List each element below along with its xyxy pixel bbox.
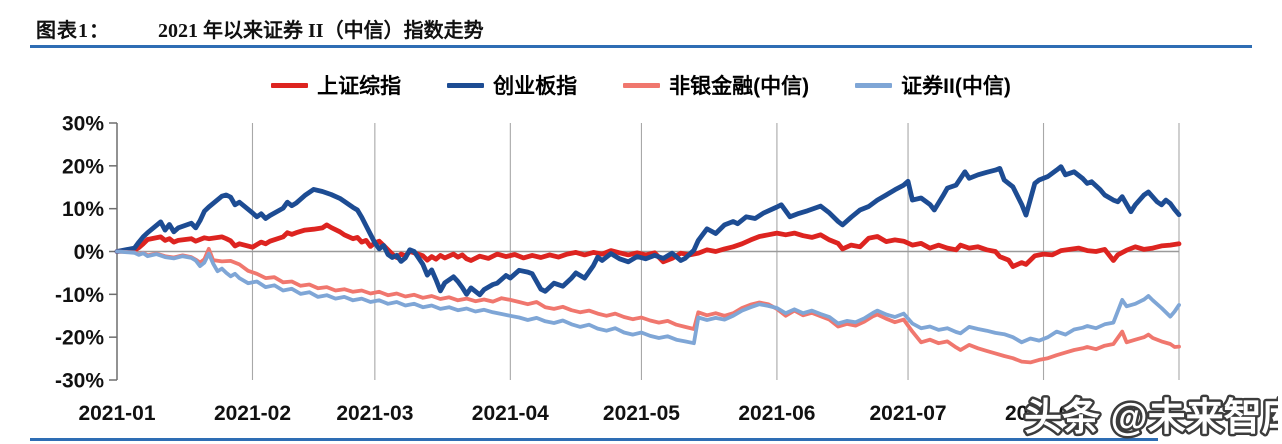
series-line-1 bbox=[114, 164, 1182, 298]
x-axis-label: 2021-07 bbox=[869, 402, 946, 425]
page-title: 2021 年以来证券 II（中信）指数走势 bbox=[158, 19, 484, 42]
legend-item-0: 上证综指 bbox=[271, 70, 401, 100]
legend-item-3: 证券II(中信) bbox=[855, 70, 1011, 100]
x-axis-label: 2021-02 bbox=[214, 402, 291, 425]
x-axis-label: 2021-03 bbox=[336, 402, 413, 425]
y-axis-label: -30% bbox=[55, 370, 104, 393]
x-axis-label: 2021-04 bbox=[472, 402, 549, 425]
legend-label: 证券II(中信) bbox=[901, 75, 1011, 98]
series-line-2 bbox=[115, 246, 1181, 365]
series-line-0 bbox=[114, 222, 1182, 269]
legend-label: 非银金融(中信) bbox=[669, 75, 810, 98]
legend-item-1: 创业板指 bbox=[447, 70, 577, 100]
y-axis-label: 0% bbox=[74, 241, 105, 264]
legend-line-swatch bbox=[623, 82, 661, 88]
chart-header: 图表1： 2021 年以来证券 II（中信）指数走势 bbox=[36, 14, 1256, 42]
legend-label: 创业板指 bbox=[493, 75, 578, 98]
y-axis-label: -20% bbox=[55, 327, 104, 350]
watermark-text: 头条 @未来智库 bbox=[1024, 397, 1278, 439]
legend-line-swatch bbox=[855, 82, 893, 88]
y-axis-label: 20% bbox=[62, 155, 104, 178]
legend-line-swatch bbox=[271, 82, 309, 88]
y-axis-label: 30% bbox=[62, 113, 104, 136]
legend-line-swatch bbox=[447, 82, 485, 88]
legend-label: 上证综指 bbox=[317, 75, 402, 98]
series-line-3 bbox=[115, 249, 1181, 346]
x-axis-label: 2021-06 bbox=[738, 402, 815, 425]
chart-legend: 上证综指 创业板指 非银金融(中信) 证券II(中信) bbox=[0, 68, 1282, 102]
title-divider-rule bbox=[30, 45, 1252, 48]
bottom-divider-rule bbox=[30, 438, 1158, 441]
figure-tag: 图表1： bbox=[36, 19, 110, 42]
legend-item-2: 非银金融(中信) bbox=[623, 70, 809, 100]
x-axis-label: 2021-05 bbox=[603, 402, 680, 425]
y-axis-label: 10% bbox=[62, 198, 104, 221]
y-axis-label: -10% bbox=[55, 284, 104, 307]
x-axis-label: 2021-08 bbox=[1005, 402, 1082, 425]
x-axis-label: 2021-01 bbox=[78, 402, 155, 425]
watermark: 头条 @未来智库 bbox=[1022, 395, 1278, 442]
